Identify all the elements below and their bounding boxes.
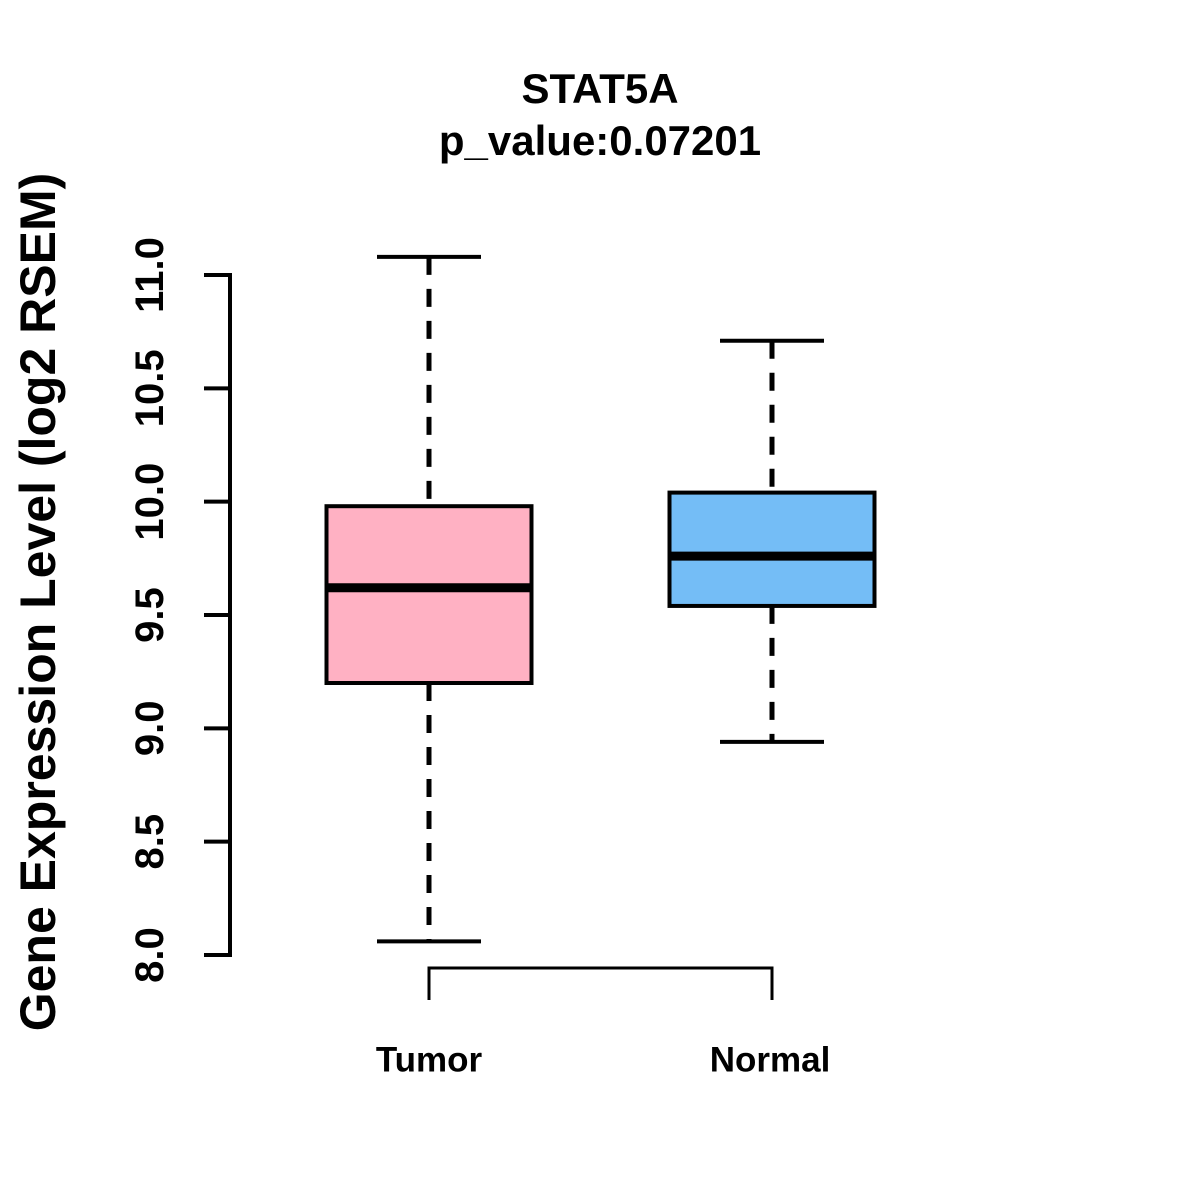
y-axis-tick-label: 8.0 <box>128 927 172 983</box>
y-axis-tick-label: 9.5 <box>128 587 172 643</box>
y-axis-tick-label: 10.0 <box>128 463 172 541</box>
x-label-tumor: Tumor <box>375 1040 483 1080</box>
chart-title: STAT5A <box>521 65 679 112</box>
y-axis-tick-label: 9.0 <box>128 701 172 757</box>
y-axis-tick-label: 8.5 <box>128 814 172 870</box>
y-axis-tick-label: 11.0 <box>128 237 172 313</box>
x-label-normal: Normal <box>709 1040 831 1080</box>
normal-box <box>667 490 877 608</box>
tumor-box <box>324 504 534 686</box>
y-axis-tick-label: 10.5 <box>128 349 172 427</box>
chart-subtitle: p_value:0.07201 <box>438 117 762 164</box>
